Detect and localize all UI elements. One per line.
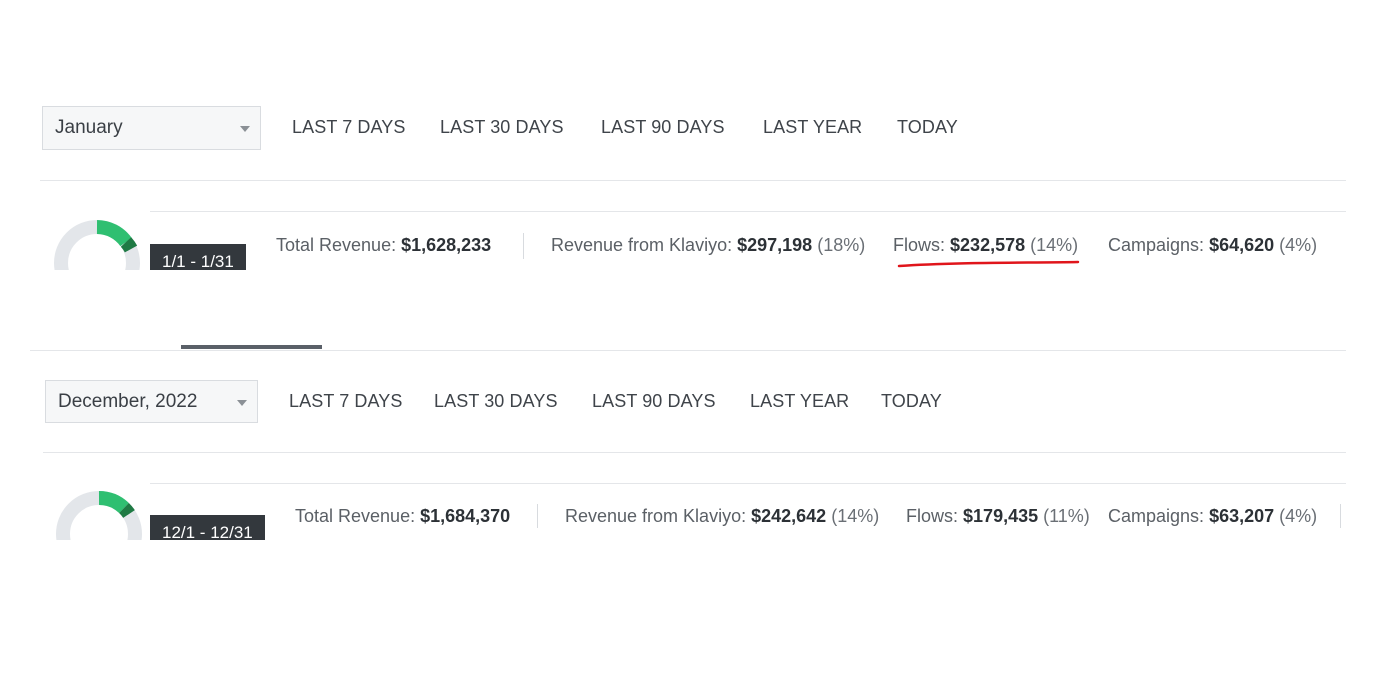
klaviyo-revenue: Revenue from Klaviyo: $297,198 (18%) (551, 235, 866, 255)
flows-revenue: Flows: $179,435 (11%) (906, 506, 1090, 526)
flows-revenue: Flows: $232,578 (14%) (893, 235, 1079, 255)
revenue-donut (52, 218, 142, 270)
range-last-year[interactable]: LAST YEAR (750, 391, 850, 411)
stat-divider (1340, 504, 1341, 528)
chevron-down-icon (237, 400, 247, 406)
red-underline-annotation (897, 260, 1080, 268)
stat-divider (523, 233, 524, 259)
date-range-badge: 12/1 - 12/31 (150, 515, 265, 540)
range-last-7-days[interactable]: LAST 7 DAYS (292, 117, 406, 137)
divider-line (150, 211, 1346, 212)
divider-line (30, 350, 1346, 351)
month-select-value: January (55, 117, 123, 138)
month-select[interactable]: January (42, 106, 261, 150)
range-today[interactable]: TODAY (881, 391, 942, 411)
range-last-30-days[interactable]: LAST 30 DAYS (434, 391, 558, 411)
range-last-30-days[interactable]: LAST 30 DAYS (440, 117, 564, 137)
range-last-7-days[interactable]: LAST 7 DAYS (289, 391, 403, 411)
tab-indicator (181, 345, 322, 349)
range-last-90-days[interactable]: LAST 90 DAYS (592, 391, 716, 411)
total-revenue: Total Revenue: $1,684,370 (295, 506, 511, 526)
chevron-down-icon (240, 126, 250, 132)
total-revenue: Total Revenue: $1,628,233 (276, 235, 492, 255)
campaigns-revenue: Campaigns: $64,620 (4%) (1108, 235, 1318, 255)
range-last-90-days[interactable]: LAST 90 DAYS (601, 117, 725, 137)
divider-line (43, 452, 1346, 453)
stat-divider (537, 504, 538, 528)
range-last-year[interactable]: LAST YEAR (763, 117, 863, 137)
month-select[interactable]: December, 2022 (45, 380, 258, 423)
campaigns-revenue: Campaigns: $63,207 (4%) (1108, 506, 1318, 526)
divider-line (150, 483, 1346, 484)
revenue-donut (54, 489, 144, 540)
month-select-value: December, 2022 (58, 390, 198, 412)
klaviyo-revenue: Revenue from Klaviyo: $242,642 (14%) (565, 506, 880, 526)
range-today[interactable]: TODAY (897, 117, 958, 137)
divider-line (40, 180, 1346, 181)
date-range-badge: 1/1 - 1/31 (150, 244, 246, 270)
